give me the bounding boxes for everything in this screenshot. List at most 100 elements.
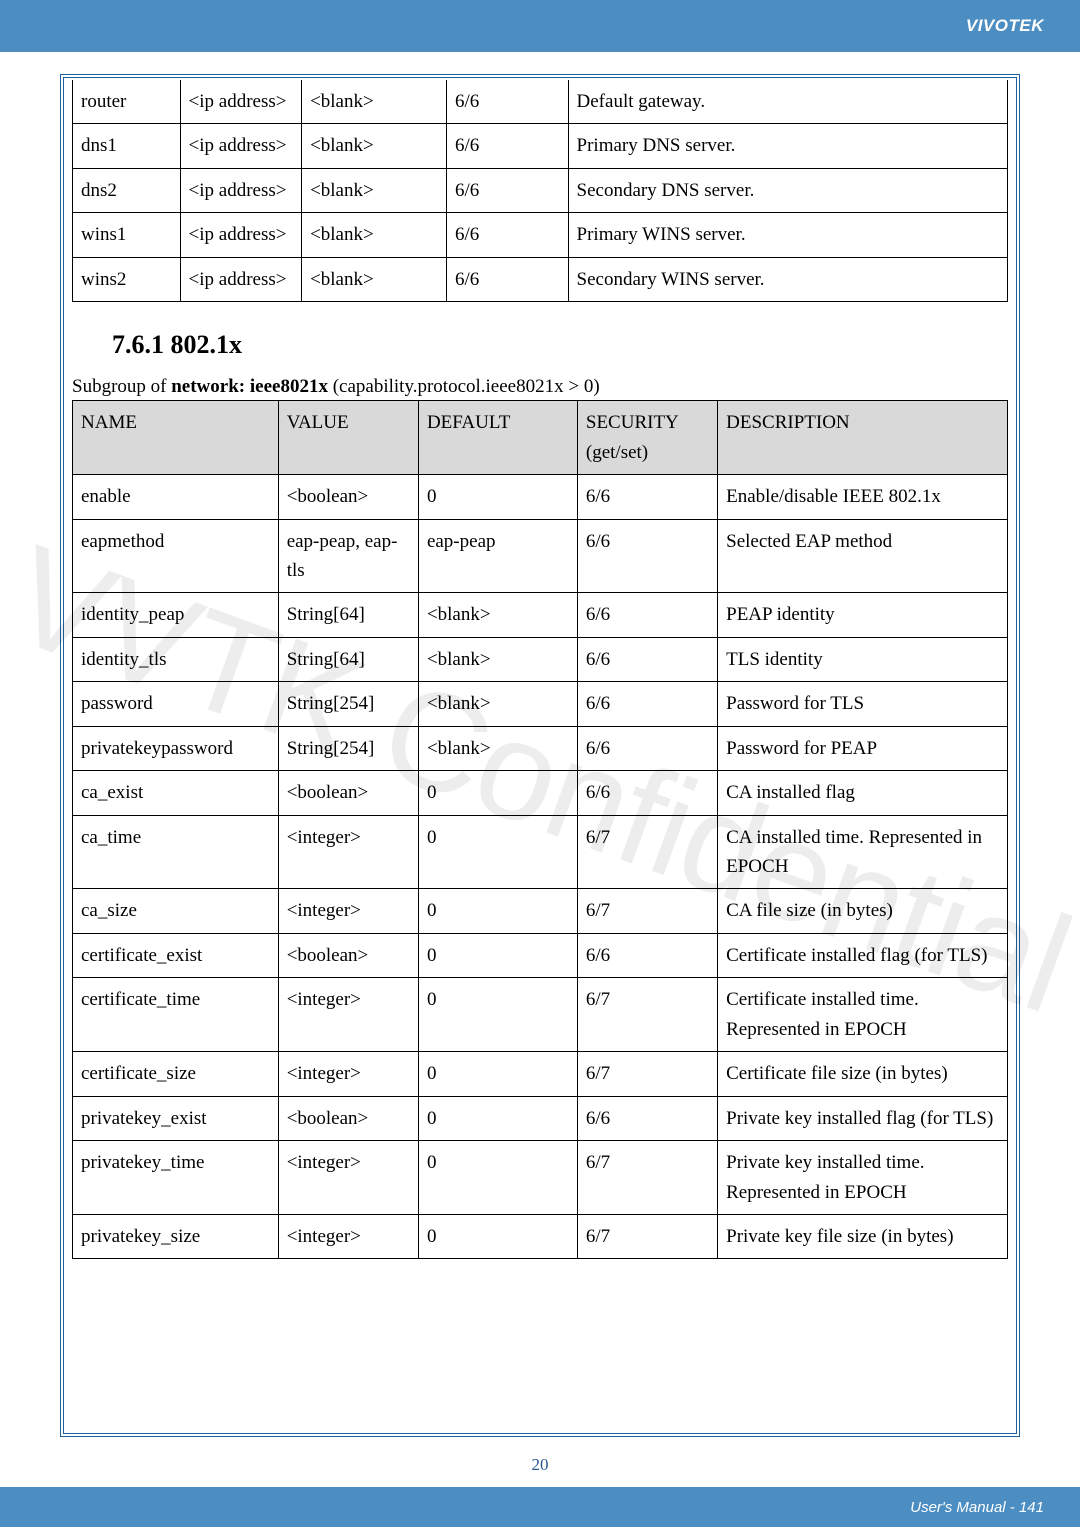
header-band: VIVOTEK: [0, 0, 1080, 52]
table-row: privatekey_size<integer>06/7Private key …: [73, 1214, 1008, 1258]
table-cell: 0: [418, 889, 577, 933]
page-frame: router<ip address><blank>6/6Default gate…: [60, 74, 1020, 1437]
table-cell: <ip address>: [180, 257, 302, 301]
subgroup-prefix: Subgroup of: [72, 376, 171, 397]
table-cell: <blank>: [302, 168, 447, 212]
table-cell: 6/6: [446, 124, 568, 168]
table-cell: 6/6: [446, 213, 568, 257]
table-cell: 6/6: [577, 933, 717, 977]
table-cell: 6/7: [577, 978, 717, 1052]
table-cell: Primary DNS server.: [568, 124, 1007, 168]
table-cell: <ip address>: [180, 124, 302, 168]
table-row: wins2<ip address><blank>6/6Secondary WIN…: [73, 257, 1008, 301]
table-row: wins1<ip address><blank>6/6Primary WINS …: [73, 213, 1008, 257]
table-cell: password: [73, 682, 279, 726]
table-cell: eap-peap, eap-tls: [278, 519, 418, 593]
table-cell: 0: [418, 1141, 577, 1215]
table-cell: wins2: [73, 257, 181, 301]
table-cell: certificate_exist: [73, 933, 279, 977]
table-cell: <boolean>: [278, 933, 418, 977]
table-cell: 6/7: [577, 1141, 717, 1215]
table-cell: ca_exist: [73, 771, 279, 815]
table-cell: Private key installed time. Represented …: [718, 1141, 1008, 1215]
table-cell: <integer>: [278, 978, 418, 1052]
table-cell: Secondary WINS server.: [568, 257, 1007, 301]
table-cell: <boolean>: [278, 475, 418, 519]
table-cell: dns1: [73, 124, 181, 168]
table-header-cell: DESCRIPTION: [718, 401, 1008, 475]
table-row: ca_size<integer>06/7CA file size (in byt…: [73, 889, 1008, 933]
table-row: certificate_time<integer>06/7Certificate…: [73, 978, 1008, 1052]
table-cell: Selected EAP method: [718, 519, 1008, 593]
table-cell: 6/7: [577, 815, 717, 889]
table-header-cell: VALUE: [278, 401, 418, 475]
table-cell: 0: [418, 933, 577, 977]
table-cell: Private key installed flag (for TLS): [718, 1096, 1008, 1140]
table-cell: <blank>: [418, 726, 577, 770]
table-row: certificate_exist<boolean>06/6Certificat…: [73, 933, 1008, 977]
subgroup-bold: network: ieee8021x: [171, 376, 328, 397]
table-cell: 0: [418, 815, 577, 889]
subgroup-caption: Subgroup of network: ieee8021x (capabili…: [72, 376, 1008, 398]
table-cell: Certificate installed time. Represented …: [718, 978, 1008, 1052]
table-cell: CA installed time. Represented in EPOCH: [718, 815, 1008, 889]
table-cell: certificate_size: [73, 1052, 279, 1096]
table-cell: <blank>: [302, 124, 447, 168]
table-cell: <integer>: [278, 815, 418, 889]
table-cell: Password for TLS: [718, 682, 1008, 726]
table-cell: Password for PEAP: [718, 726, 1008, 770]
table-cell: <integer>: [278, 889, 418, 933]
table-row: ca_time<integer>06/7CA installed time. R…: [73, 815, 1008, 889]
header-brand: VIVOTEK: [966, 16, 1044, 36]
table-cell: 6/6: [577, 771, 717, 815]
table-cell: String[254]: [278, 682, 418, 726]
table-row: privatekey_exist<boolean>06/6Private key…: [73, 1096, 1008, 1140]
table-row: dns2<ip address><blank>6/6Secondary DNS …: [73, 168, 1008, 212]
table-cell: enable: [73, 475, 279, 519]
table-cell: <boolean>: [278, 771, 418, 815]
table-row: router<ip address><blank>6/6Default gate…: [73, 80, 1008, 124]
table-cell: eapmethod: [73, 519, 279, 593]
table-row: ca_exist<boolean>06/6CA installed flag: [73, 771, 1008, 815]
table-network-basic: router<ip address><blank>6/6Default gate…: [72, 80, 1008, 302]
table-cell: 0: [418, 475, 577, 519]
table-header-cell: DEFAULT: [418, 401, 577, 475]
table-cell: String[254]: [278, 726, 418, 770]
table-cell: 6/7: [577, 1214, 717, 1258]
table-cell: <integer>: [278, 1141, 418, 1215]
table-cell: 6/7: [577, 1052, 717, 1096]
section-heading: 7.6.1 802.1x: [112, 330, 1008, 360]
table-cell: Enable/disable IEEE 802.1x: [718, 475, 1008, 519]
table-cell: TLS identity: [718, 637, 1008, 681]
table-cell: CA installed flag: [718, 771, 1008, 815]
table-cell: identity_tls: [73, 637, 279, 681]
table-cell: Default gateway.: [568, 80, 1007, 124]
table-cell: <integer>: [278, 1214, 418, 1258]
table-cell: 6/6: [577, 475, 717, 519]
table-cell: 0: [418, 771, 577, 815]
table-ieee8021x: NAMEVALUEDEFAULTSECURITY (get/set)DESCRI…: [72, 400, 1008, 1259]
table-cell: router: [73, 80, 181, 124]
table-row: identity_tlsString[64]<blank>6/6TLS iden…: [73, 637, 1008, 681]
table-row: certificate_size<integer>06/7Certificate…: [73, 1052, 1008, 1096]
footer-band: User's Manual - 141: [0, 1487, 1080, 1527]
table-cell: 6/6: [577, 637, 717, 681]
table-cell: privatekey_size: [73, 1214, 279, 1258]
table-row: passwordString[254]<blank>6/6Password fo…: [73, 682, 1008, 726]
table-cell: Primary WINS server.: [568, 213, 1007, 257]
table-cell: 6/6: [446, 257, 568, 301]
table-cell: 0: [418, 1214, 577, 1258]
table-cell: certificate_time: [73, 978, 279, 1052]
table-cell: wins1: [73, 213, 181, 257]
table-cell: <blank>: [418, 637, 577, 681]
table-cell: <blank>: [302, 257, 447, 301]
table-cell: <ip address>: [180, 80, 302, 124]
table-header-cell: SECURITY (get/set): [577, 401, 717, 475]
table-cell: <ip address>: [180, 168, 302, 212]
table-cell: <boolean>: [278, 1096, 418, 1140]
table-row: privatekey_time<integer>06/7Private key …: [73, 1141, 1008, 1215]
page-number: 20: [0, 1455, 1080, 1475]
table-cell: <integer>: [278, 1052, 418, 1096]
table-cell: 6/6: [577, 726, 717, 770]
table-cell: Certificate file size (in bytes): [718, 1052, 1008, 1096]
